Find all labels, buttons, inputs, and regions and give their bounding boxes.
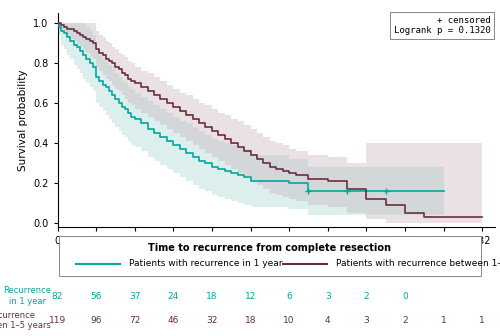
Text: 2: 2 [402,316,407,325]
Text: 1: 1 [480,316,485,325]
Text: 10: 10 [284,316,295,325]
Text: 4: 4 [325,316,330,325]
Text: 119: 119 [49,316,66,325]
Text: 0: 0 [402,292,408,301]
Text: 46: 46 [168,316,179,325]
Text: 72: 72 [129,316,140,325]
Text: 56: 56 [90,292,102,301]
Text: 32: 32 [206,316,218,325]
Text: 6: 6 [286,292,292,301]
Text: 18: 18 [206,292,218,301]
Text: 3: 3 [325,292,330,301]
Text: Time to recurrence from complete resection: Time to recurrence from complete resecti… [148,243,392,253]
Text: Patients with recurrence in 1 year: Patients with recurrence in 1 year [129,259,282,268]
X-axis label: Time in months: Time in months [236,251,316,261]
Text: 24: 24 [168,292,179,301]
FancyBboxPatch shape [59,236,481,276]
Text: 2: 2 [364,292,369,301]
Text: 3: 3 [364,316,369,325]
Text: Recurrence
in 1 year: Recurrence in 1 year [3,286,51,306]
Text: Patients with recurrence between 1–5 years: Patients with recurrence between 1–5 yea… [336,259,500,268]
Text: 18: 18 [245,316,256,325]
Text: + censored
Logrank p = 0.1320: + censored Logrank p = 0.1320 [394,15,490,35]
Text: 96: 96 [90,316,102,325]
Text: 82: 82 [52,292,63,301]
Text: 12: 12 [245,292,256,301]
Text: 37: 37 [129,292,140,301]
Text: 1: 1 [440,316,446,325]
Y-axis label: Survival probability: Survival probability [18,69,28,171]
Text: Recurrence
between 1–5 years: Recurrence between 1–5 years [0,311,51,330]
